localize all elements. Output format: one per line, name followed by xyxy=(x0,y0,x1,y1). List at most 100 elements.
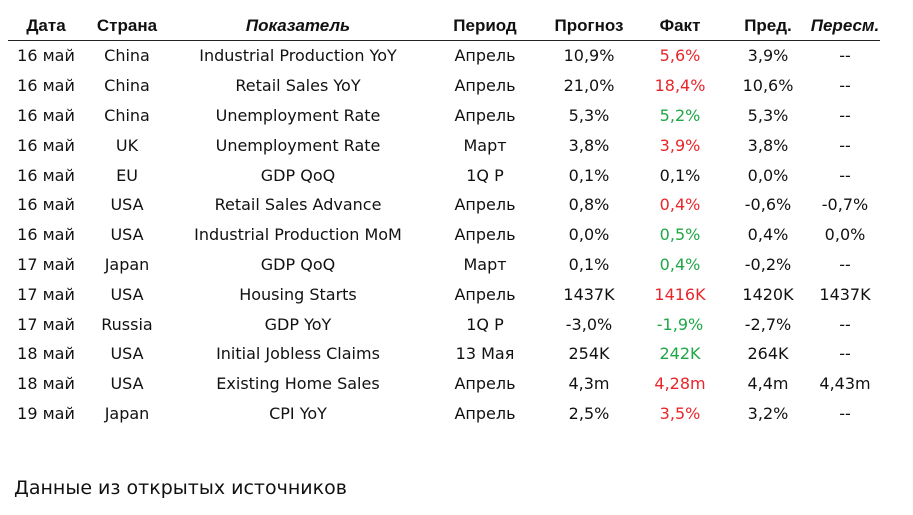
table-row: 16 май China Industrial Production YoY Апре… xyxy=(8,41,880,71)
cell-country: USA xyxy=(110,195,144,215)
cell-revised: 0,0% xyxy=(824,225,866,245)
cell-country: China xyxy=(104,105,150,125)
cell-date: 16 май xyxy=(17,165,75,185)
cell-date: 18 май xyxy=(17,374,75,394)
cell-previous: 264K xyxy=(747,344,789,364)
cell-revised: -- xyxy=(839,76,851,96)
cell-country: USA xyxy=(110,225,144,245)
cell-revised: -0,7% xyxy=(821,195,869,215)
cell-period: 1Q P xyxy=(466,165,504,185)
header-forecast: Прогноз xyxy=(544,12,634,41)
source-note: Данные из открытых источников xyxy=(14,477,347,499)
cell-date: 17 май xyxy=(17,314,75,334)
cell-country: USA xyxy=(110,344,144,364)
cell-indicator: Unemployment Rate xyxy=(215,105,381,125)
table-row: 16 май EU GDP QoQ 1Q P 0,1% 0,1% 0,0% -- xyxy=(8,160,880,190)
cell-period: 1Q P xyxy=(466,314,504,334)
cell-period: Апрель xyxy=(454,195,516,215)
cell-indicator: Unemployment Rate xyxy=(215,135,381,155)
cell-forecast: 0,1% xyxy=(568,165,610,185)
cell-revised: 1437K xyxy=(819,284,871,304)
table-header-row: Дата Страна Показатель Период Прогноз Фа… xyxy=(8,12,880,41)
cell-country: China xyxy=(104,76,150,96)
cell-date: 16 май xyxy=(17,46,75,66)
cell-country: Japan xyxy=(104,403,150,423)
cell-period: Апрель xyxy=(454,403,516,423)
cell-forecast: 4,3m xyxy=(568,374,610,394)
table-row: 16 май UK Unemployment Rate Март 3,8% 3,9% 3,8… xyxy=(8,130,880,160)
cell-previous: -0,6% xyxy=(744,195,792,215)
cell-previous: 0,0% xyxy=(747,165,789,185)
table-row: 18 май USA Initial Jobless Claims 13 Мая 254… xyxy=(8,339,880,369)
cell-date: 16 май xyxy=(17,105,75,125)
header-previous: Пред. xyxy=(726,12,810,41)
cell-indicator: Retail Sales YoY xyxy=(235,76,361,96)
header-indicator: Показатель xyxy=(170,12,426,41)
cell-date: 16 май xyxy=(17,225,75,245)
cell-period: Апрель xyxy=(454,374,516,394)
cell-indicator: GDP YoY xyxy=(264,314,332,334)
cell-forecast: 1437K xyxy=(563,284,615,304)
cell-indicator: Existing Home Sales xyxy=(216,374,380,394)
cell-actual: 242K xyxy=(659,344,701,364)
cell-actual: 5,6% xyxy=(659,46,701,66)
cell-revised: -- xyxy=(839,314,851,334)
cell-actual: 3,5% xyxy=(659,403,701,423)
table-body: 16 май China Industrial Production YoY Апре… xyxy=(8,41,880,429)
cell-forecast: 21,0% xyxy=(563,76,615,96)
table-row: 17 май Russia GDP YoY 1Q P -3,0% -1,9% -2,7% -- xyxy=(8,309,880,339)
cell-previous: 1420K xyxy=(742,284,794,304)
cell-actual: 5,2% xyxy=(659,105,701,125)
cell-date: 16 май xyxy=(17,195,75,215)
cell-country: Japan xyxy=(104,254,150,274)
cell-date: 17 май xyxy=(17,254,75,274)
cell-period: Март xyxy=(463,254,507,274)
cell-country: EU xyxy=(116,165,138,185)
cell-period: Апрель xyxy=(454,105,516,125)
cell-indicator: Retail Sales Advance xyxy=(214,195,382,215)
cell-indicator: CPI YoY xyxy=(269,403,327,423)
table-row: 19 май Japan CPI YoY Апрель 2,5% 3,5% 3,2% -- xyxy=(8,399,880,429)
table-row: 17 май Japan GDP QoQ Март 0,1% 0,4% -0,2% -- xyxy=(8,250,880,280)
cell-indicator: Industrial Production MoM xyxy=(194,225,402,245)
cell-previous: 3,2% xyxy=(747,403,789,423)
cell-actual: 4,28m xyxy=(654,374,706,394)
cell-indicator: Industrial Production YoY xyxy=(199,46,397,66)
cell-revised: -- xyxy=(839,135,851,155)
cell-date: 18 май xyxy=(17,344,75,364)
header-country: Страна xyxy=(84,12,170,41)
cell-period: Апрель xyxy=(454,76,516,96)
cell-actual: 0,4% xyxy=(659,195,701,215)
cell-previous: 5,3% xyxy=(747,105,789,125)
table-row: 16 май USA Retail Sales Advance Апрель 0,8% 0… xyxy=(8,190,880,220)
cell-indicator: GDP QoQ xyxy=(260,254,336,274)
cell-revised: -- xyxy=(839,46,851,66)
cell-actual: 0,4% xyxy=(659,254,701,274)
cell-date: 16 май xyxy=(17,135,75,155)
cell-revised: -- xyxy=(839,254,851,274)
cell-country: Russia xyxy=(101,314,153,334)
cell-actual: 1416K xyxy=(654,284,706,304)
cell-revised: -- xyxy=(839,105,851,125)
cell-forecast: 254K xyxy=(568,344,610,364)
table-row: 16 май China Retail Sales YoY Апрель 21,0% 18… xyxy=(8,71,880,101)
cell-indicator: GDP QoQ xyxy=(260,165,336,185)
cell-revised: -- xyxy=(839,344,851,364)
cell-country: USA xyxy=(110,374,144,394)
cell-forecast: 0,0% xyxy=(568,225,610,245)
header-actual: Факт xyxy=(634,12,726,41)
cell-date: 17 май xyxy=(17,284,75,304)
cell-period: Апрель xyxy=(454,225,516,245)
cell-revised: -- xyxy=(839,165,851,185)
cell-country: China xyxy=(104,46,150,66)
cell-previous: 3,8% xyxy=(747,135,789,155)
cell-previous: 4,4m xyxy=(747,374,789,394)
cell-actual: 3,9% xyxy=(659,135,701,155)
cell-forecast: 3,8% xyxy=(568,135,610,155)
cell-revised: -- xyxy=(839,403,851,423)
cell-period: 13 Мая xyxy=(455,344,515,364)
cell-indicator: Housing Starts xyxy=(239,284,357,304)
cell-date: 19 май xyxy=(17,403,75,423)
cell-period: Апрель xyxy=(454,284,516,304)
cell-previous: -2,7% xyxy=(744,314,792,334)
